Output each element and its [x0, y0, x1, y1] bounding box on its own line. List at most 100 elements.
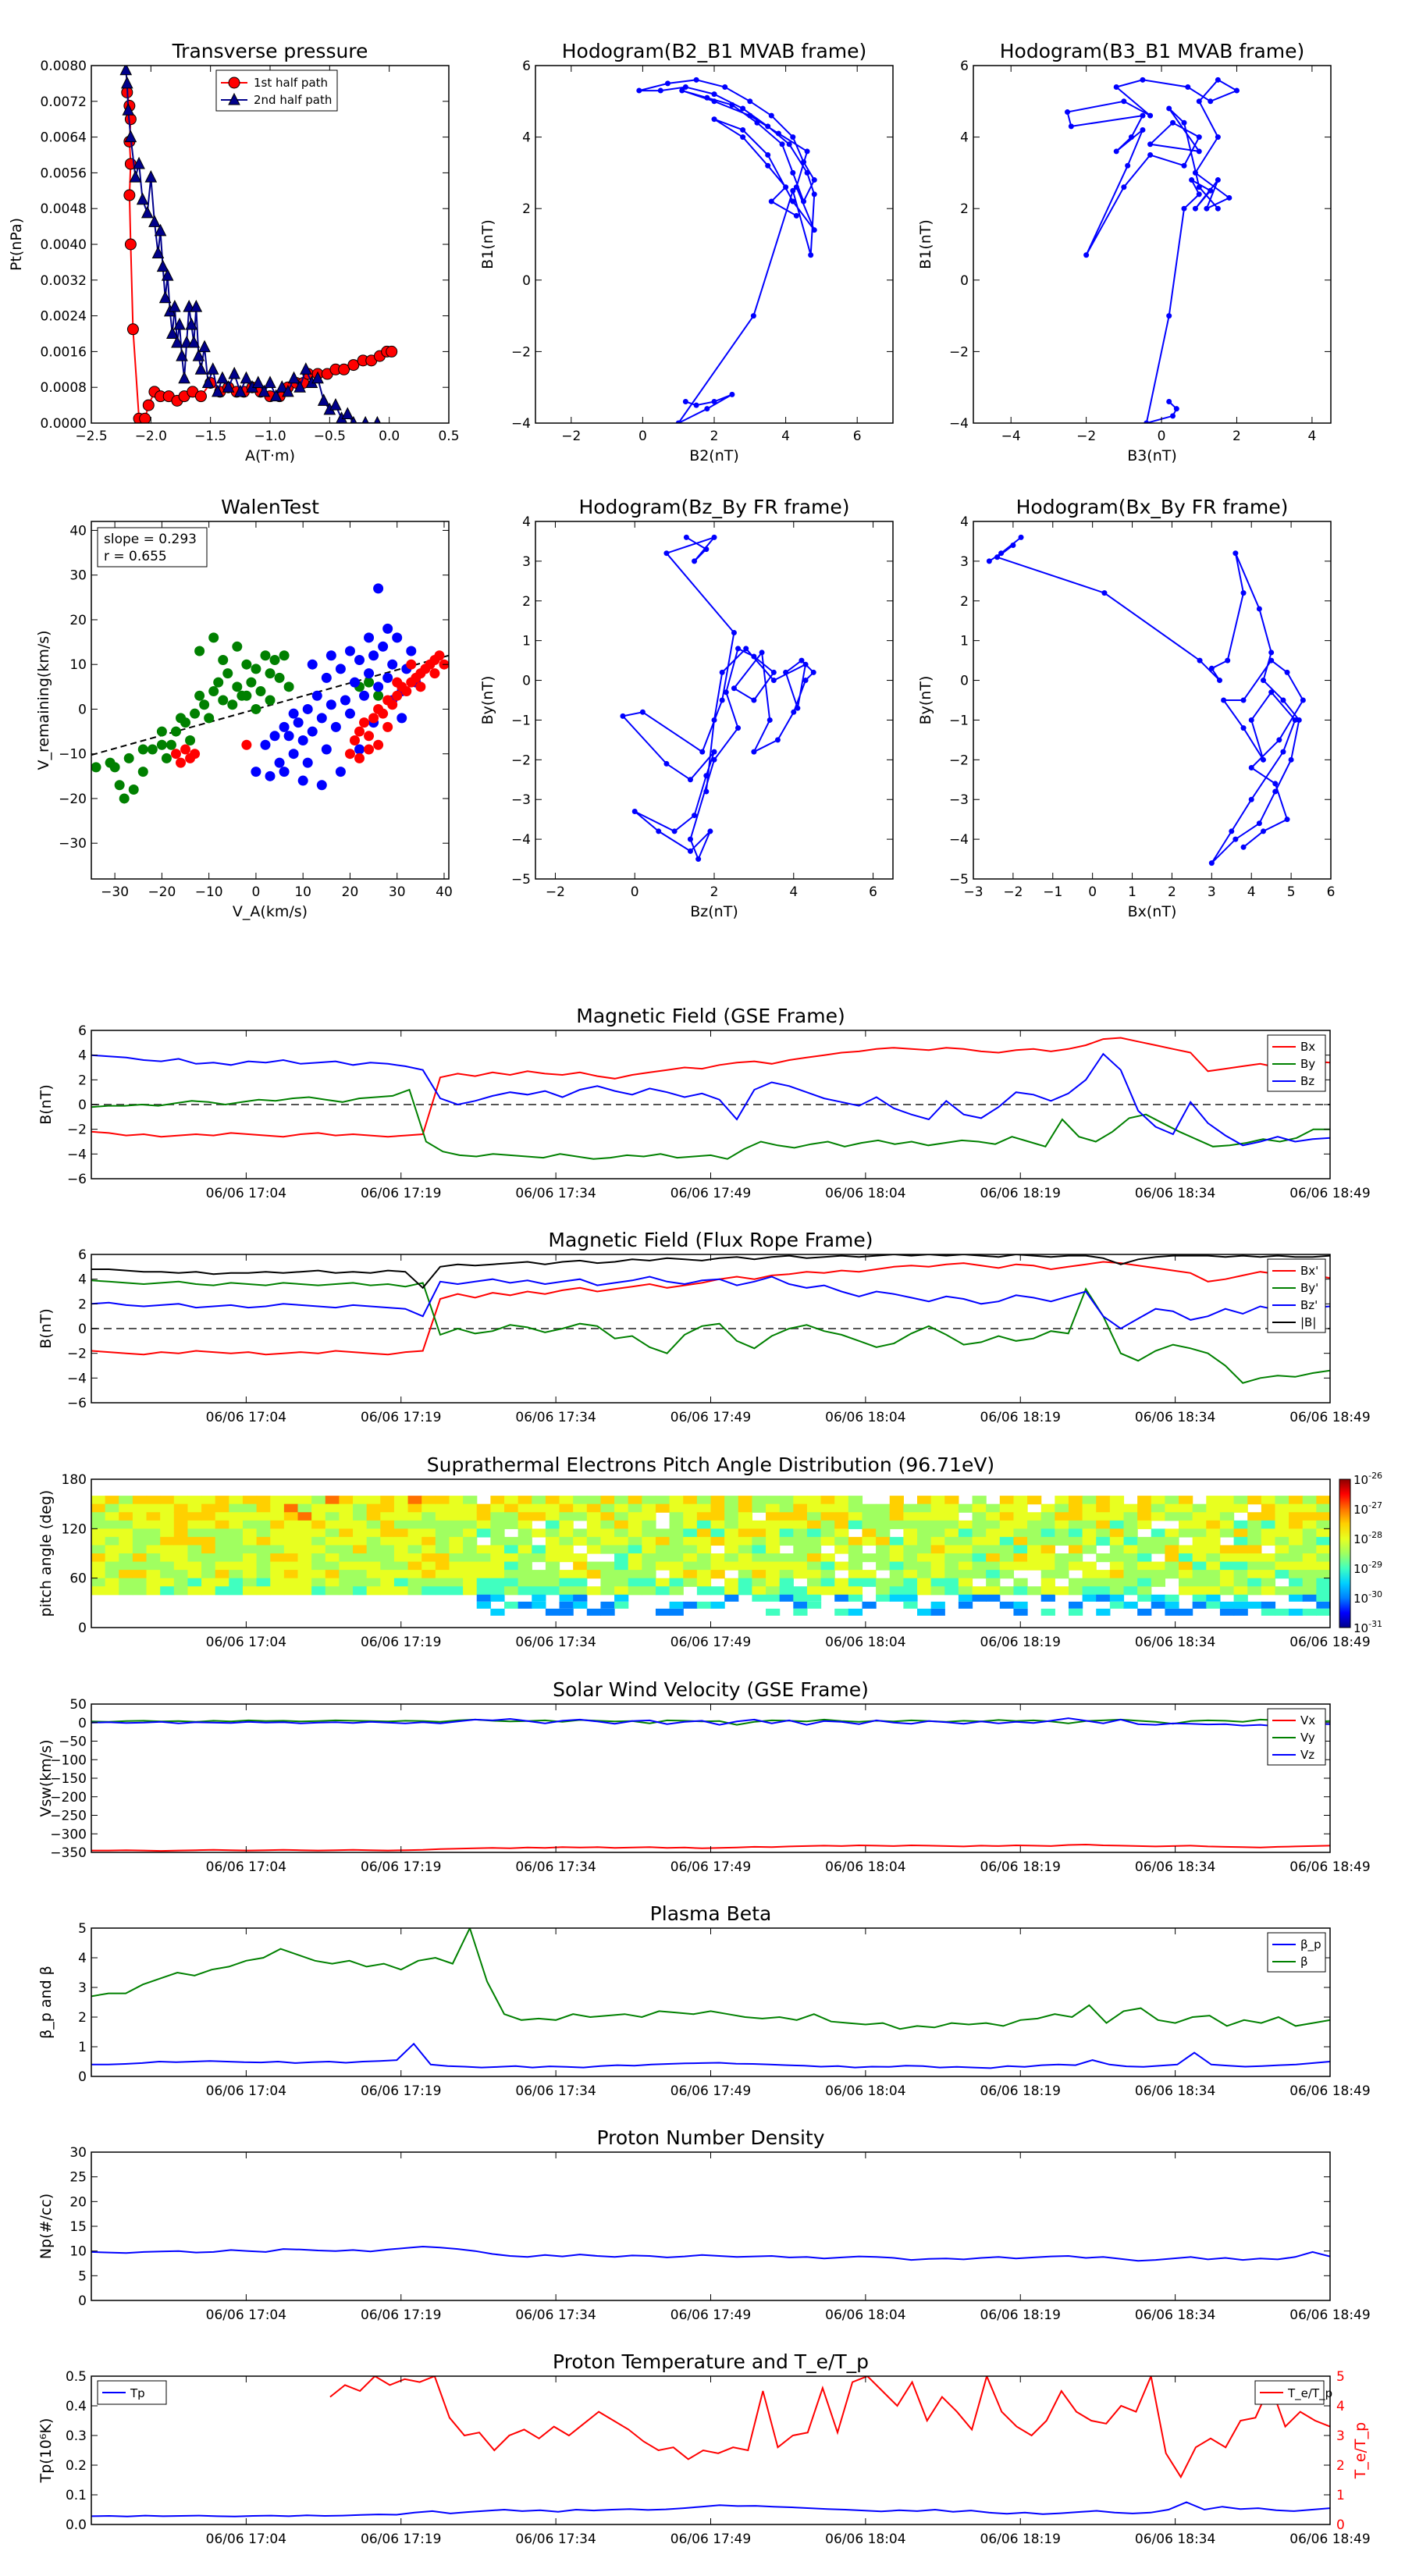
pad-cell — [669, 1520, 684, 1529]
pad-cell — [1179, 1503, 1193, 1513]
hodo1-point — [711, 91, 717, 98]
pad-cell — [1192, 1503, 1207, 1513]
hodo3-point — [703, 773, 710, 779]
pad-cell — [696, 1553, 712, 1563]
pad-cell — [1013, 1512, 1028, 1521]
mag_gse-ytick-label: 6 — [78, 1023, 87, 1039]
pad-cell — [1302, 1496, 1317, 1505]
mag_fr-xtick-label: 06/06 17:04 — [206, 1410, 286, 1425]
pad-cell — [1233, 1536, 1248, 1546]
walen-ytick-label: 30 — [69, 568, 87, 584]
vsw-xtick-label: 06/06 18:49 — [1289, 1859, 1370, 1875]
pad-cell — [256, 1520, 271, 1529]
pad-cell — [1275, 1528, 1289, 1538]
pad-cell — [91, 1545, 106, 1554]
temp-ylabel: Tp(10⁶K) — [37, 2418, 55, 2484]
pad-cell — [476, 1528, 491, 1538]
pad-cell — [917, 1528, 932, 1538]
pad-cell — [146, 1561, 161, 1571]
np-xtick-label: 06/06 18:19 — [980, 2307, 1061, 2323]
pad-cell — [1261, 1528, 1276, 1538]
pad-cell — [586, 1608, 602, 1616]
pad-cell — [1275, 1553, 1289, 1563]
pad-cell — [380, 1570, 395, 1579]
pad-cell — [1040, 1503, 1055, 1513]
tp-plot-area — [119, 66, 398, 423]
tp-point — [347, 359, 360, 372]
pad-cell — [119, 1503, 133, 1513]
pad-cell — [738, 1520, 752, 1529]
hodo4-point — [1101, 590, 1108, 596]
pad-cell — [1302, 1608, 1317, 1616]
hodo4-point — [1272, 788, 1279, 795]
tp-xtick-label: 0.5 — [438, 429, 459, 444]
hodo2-xtick-label: 4 — [1307, 429, 1316, 444]
pad-cell — [766, 1512, 781, 1521]
pad-cell — [1137, 1503, 1152, 1513]
mag_gse-series-line — [91, 1088, 1330, 1160]
hodo4-point — [998, 550, 1005, 557]
hodo3-point — [656, 828, 662, 834]
walen-point — [354, 753, 365, 763]
pad-cell — [1040, 1528, 1055, 1538]
tp-ytick-label: 0.0000 — [41, 416, 87, 432]
pad-cell — [1123, 1520, 1138, 1529]
pad-cell — [256, 1553, 271, 1563]
pad-cell — [1123, 1503, 1138, 1513]
pad-cell — [518, 1561, 532, 1571]
pad-cell — [752, 1536, 767, 1546]
pad-cell — [696, 1545, 712, 1554]
hodo4-xtick-label: −1 — [1043, 884, 1062, 900]
pad-cell — [696, 1520, 712, 1529]
hodo4-ytick-label: −1 — [949, 713, 969, 728]
pad-cell — [999, 1520, 1015, 1529]
hodo3-point — [751, 653, 757, 660]
pad-cell — [91, 1528, 106, 1538]
pad-cell — [806, 1586, 822, 1596]
pad-cell — [476, 1570, 491, 1579]
hodo3-point — [783, 669, 789, 675]
hodo3-point — [735, 646, 742, 652]
temp-ytick-label: 0.3 — [66, 2428, 87, 2444]
pad-cell — [270, 1512, 285, 1521]
hodo2-point — [1147, 141, 1154, 148]
pad-cell — [876, 1520, 891, 1529]
temp-legend-box — [1254, 2380, 1325, 2405]
pad-cell — [1261, 1601, 1276, 1609]
pad-cell — [339, 1570, 354, 1579]
tp-point — [194, 390, 207, 403]
hodo4-ytick-label: 1 — [960, 634, 969, 649]
pad-cell — [504, 1512, 519, 1521]
pad-cell — [1055, 1536, 1069, 1546]
pad-cell — [353, 1496, 368, 1505]
pad-cell — [1289, 1594, 1304, 1602]
pad-cell — [297, 1578, 312, 1587]
pad-cell — [256, 1570, 271, 1579]
pad-cell — [876, 1586, 891, 1596]
pad-cell — [683, 1536, 698, 1546]
vsw-plot-area — [91, 1717, 1330, 1852]
pad-cell — [752, 1594, 767, 1602]
pad-cell — [270, 1586, 285, 1596]
pad-cell — [1192, 1536, 1207, 1546]
hodo1-point — [790, 187, 796, 194]
pad-cell — [173, 1570, 189, 1579]
pad-cell — [407, 1520, 422, 1529]
walen-point — [218, 695, 229, 706]
hodo2-point — [1208, 98, 1214, 105]
hodo1-ytick-label: 6 — [522, 59, 531, 74]
pad-cell — [834, 1561, 849, 1571]
hodo2-point — [1128, 134, 1134, 141]
pad-cell — [518, 1586, 532, 1596]
hodo4-point — [1256, 606, 1262, 612]
walen-plot-area — [91, 583, 449, 804]
pad-cell — [944, 1561, 959, 1571]
pad-cell — [944, 1520, 959, 1529]
pad-cell — [958, 1520, 973, 1529]
colorbar-tick-label: 10-29 — [1353, 1560, 1382, 1576]
pad-cell — [766, 1570, 781, 1579]
pad-cell — [229, 1503, 244, 1513]
pad-cell — [889, 1594, 904, 1602]
hodo4-point — [1276, 737, 1282, 743]
